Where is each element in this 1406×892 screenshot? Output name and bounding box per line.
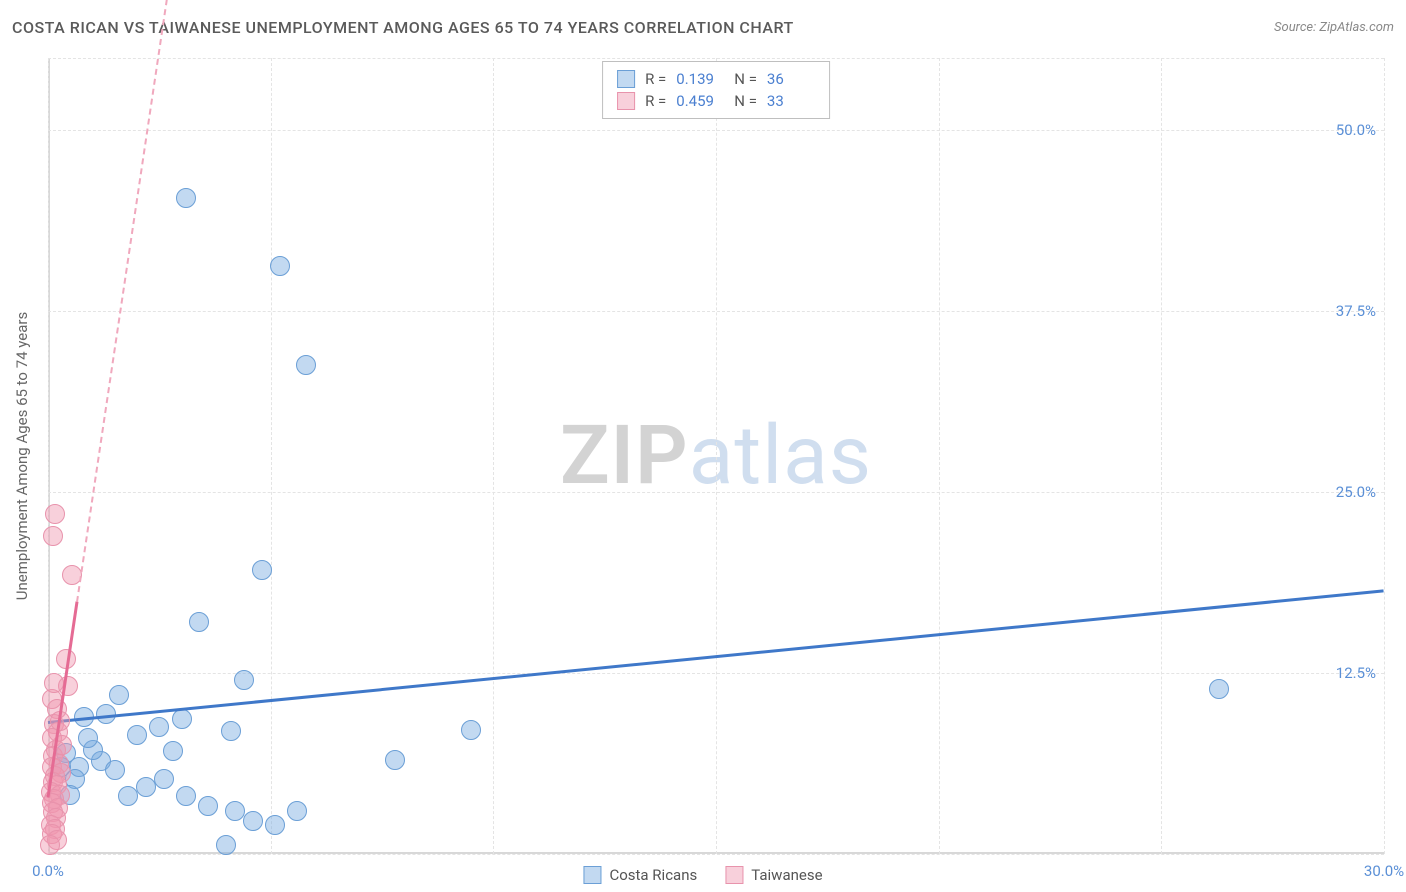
chart-title: COSTA RICAN VS TAIWANESE UNEMPLOYMENT AM… — [12, 18, 794, 37]
y-axis-label: Unemployment Among Ages 65 to 74 years — [13, 312, 31, 600]
data-point — [154, 769, 174, 789]
x-tick-label: 30.0% — [1364, 862, 1404, 880]
stats-n-label: N = — [734, 92, 757, 110]
plot-region: ZIPatlas 12.5%25.0%37.5%50.0%0.0%30.0% — [48, 58, 1384, 854]
chart-source: Source: ZipAtlas.com — [1274, 20, 1394, 35]
gridline-vertical — [1384, 58, 1385, 854]
data-point — [118, 786, 138, 806]
data-point — [252, 560, 272, 580]
stats-row: R = 0.139 N = 36 — [617, 68, 815, 90]
stats-swatch — [617, 92, 635, 110]
gridline-vertical — [716, 58, 717, 854]
stats-n-label: N = — [734, 70, 757, 88]
data-point — [461, 720, 481, 740]
data-point — [385, 750, 405, 770]
legend-swatch — [583, 866, 601, 884]
legend-item: Costa Ricans — [583, 866, 697, 884]
legend-label: Costa Ricans — [609, 866, 697, 884]
x-tick-label: 0.0% — [32, 862, 64, 880]
data-point — [44, 673, 64, 693]
data-point — [243, 811, 263, 831]
y-tick-label: 37.5% — [1336, 302, 1376, 320]
gridline-vertical — [1161, 58, 1162, 854]
watermark-part1: ZIP — [560, 408, 689, 504]
data-point — [296, 355, 316, 375]
data-point — [149, 717, 169, 737]
data-point — [105, 760, 125, 780]
stats-n-value: 36 — [767, 70, 815, 88]
data-point — [287, 801, 307, 821]
trend-line — [76, 0, 183, 602]
legend-label: Taiwanese — [751, 866, 822, 884]
data-point — [221, 721, 241, 741]
stats-r-label: R = — [645, 92, 666, 110]
legend-item: Taiwanese — [725, 866, 822, 884]
data-point — [78, 728, 98, 748]
stats-row: R = 0.459 N = 33 — [617, 90, 815, 112]
data-point — [270, 256, 290, 276]
data-point — [127, 725, 147, 745]
y-tick-label: 12.5% — [1336, 664, 1376, 682]
data-point — [198, 796, 218, 816]
data-point — [109, 685, 129, 705]
data-point — [45, 504, 65, 524]
data-point — [225, 801, 245, 821]
chart-area: Unemployment Among Ages 65 to 74 years Z… — [48, 58, 1384, 854]
data-point — [265, 815, 285, 835]
y-tick-label: 50.0% — [1336, 121, 1376, 139]
stats-r-label: R = — [645, 70, 666, 88]
data-point — [163, 741, 183, 761]
series-legend: Costa Ricans Taiwanese — [583, 866, 822, 884]
data-point — [40, 835, 60, 855]
stats-n-value: 33 — [767, 92, 815, 110]
data-point — [172, 709, 192, 729]
data-point — [176, 786, 196, 806]
data-point — [43, 526, 63, 546]
gridline-horizontal — [48, 854, 1384, 855]
stats-legend-box: R = 0.139 N = 36 R = 0.459 N = 33 — [602, 61, 830, 119]
data-point — [234, 670, 254, 690]
data-point — [1209, 679, 1229, 699]
gridline-vertical — [939, 58, 940, 854]
stats-r-value: 0.459 — [676, 92, 724, 110]
gridline-vertical — [271, 58, 272, 854]
data-point — [176, 188, 196, 208]
chart-header: COSTA RICAN VS TAIWANESE UNEMPLOYMENT AM… — [12, 18, 1394, 37]
legend-swatch — [725, 866, 743, 884]
data-point — [189, 612, 209, 632]
gridline-vertical — [493, 58, 494, 854]
stats-r-value: 0.139 — [676, 70, 724, 88]
y-tick-label: 25.0% — [1336, 483, 1376, 501]
stats-swatch — [617, 70, 635, 88]
data-point — [216, 835, 236, 855]
